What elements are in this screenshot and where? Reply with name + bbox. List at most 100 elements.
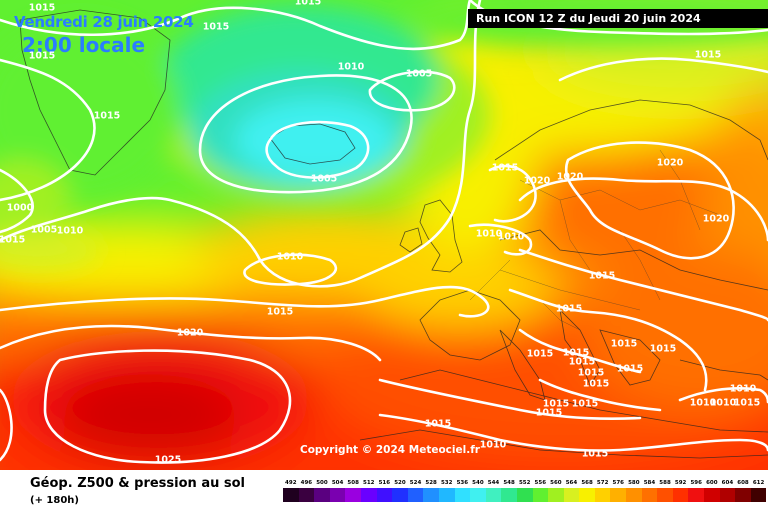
isobar-lines [0, 0, 768, 464]
scale-step: 500 [314, 479, 330, 502]
scale-swatch [454, 488, 471, 502]
scale-step: 536 [454, 479, 471, 502]
scale-step: 600 [704, 479, 720, 502]
isobar-label: 1015 [542, 398, 570, 410]
scale-value: 604 [721, 480, 734, 486]
scale-step: 516 [376, 479, 393, 502]
scale-value: 496 [300, 480, 313, 486]
scale-step: 576 [610, 479, 627, 502]
scale-step: 556 [532, 479, 549, 502]
isobar-label: 1020 [523, 175, 551, 187]
scale-step: 580 [626, 479, 642, 502]
scale-step: 544 [485, 479, 502, 502]
scale-value: 560 [550, 480, 562, 486]
scale-value: 552 [518, 480, 531, 486]
isobar-label: 1020 [556, 171, 584, 183]
scale-step: 520 [392, 479, 408, 502]
scale-swatch [672, 488, 689, 502]
parameter-label: Géop. Z500 & pression au sol [30, 476, 245, 491]
scale-value: 592 [674, 480, 687, 486]
isobar-label: 1015 [581, 448, 609, 460]
isobar-label: 1015 [266, 306, 294, 318]
isobar-label: 1015 [733, 397, 761, 409]
scale-value: 516 [378, 480, 391, 486]
scale-step: 540 [470, 479, 486, 502]
scale-swatch [470, 488, 486, 502]
scale-value: 504 [331, 480, 344, 486]
scale-value: 492 [285, 480, 297, 486]
scale-swatch [563, 488, 580, 502]
scale-step: 596 [688, 479, 705, 502]
scale-value: 576 [612, 480, 624, 486]
scale-step: 504 [329, 479, 346, 502]
scale-step: 584 [641, 479, 658, 502]
map-canvas [0, 0, 768, 470]
isobar-label: 1010 [709, 397, 737, 409]
scale-value: 532 [440, 480, 453, 486]
scale-step: 568 [579, 479, 595, 502]
scale-swatch [657, 488, 673, 502]
scale-step: 604 [719, 479, 736, 502]
scale-value: 584 [643, 480, 656, 486]
scale-swatch [750, 488, 767, 502]
isobar-label: 1015 [491, 162, 519, 174]
scale-value: 540 [472, 480, 484, 486]
scale-value: 600 [706, 480, 718, 486]
scale-swatch [392, 488, 408, 502]
isobar-label: 1015 [535, 407, 563, 419]
scale-swatch [532, 488, 549, 502]
geopotential-field [0, 0, 768, 470]
scale-value: 520 [394, 480, 406, 486]
scale-value: 556 [534, 480, 547, 486]
isobar-label: 1015 [294, 0, 322, 8]
isobar-label: 1020 [176, 327, 204, 339]
scale-step: 552 [516, 479, 533, 502]
scale-value: 548 [503, 480, 515, 486]
scale-swatch [735, 488, 751, 502]
scale-swatch [501, 488, 517, 502]
scale-value: 572 [596, 480, 609, 486]
isobar-label: 1015 [582, 378, 610, 390]
scale-value: 544 [487, 480, 500, 486]
scale-swatch [360, 488, 377, 502]
isobar-label: 1015 [28, 2, 56, 14]
scale-swatch [626, 488, 642, 502]
isobar-label: 1015 [588, 270, 616, 282]
isobar-label: 1020 [656, 157, 684, 169]
scale-step: 608 [735, 479, 751, 502]
scale-value: 612 [752, 480, 765, 486]
scale-swatch [345, 488, 361, 502]
isobar-label: 1010 [497, 231, 525, 243]
isobar-label: 1015 [562, 347, 590, 359]
scale-step: 528 [423, 479, 439, 502]
isobar-label: 1005 [405, 68, 433, 80]
scale-swatch [579, 488, 595, 502]
isobar-label: 1015 [610, 338, 638, 350]
scale-step: 592 [672, 479, 689, 502]
scale-value: 608 [737, 480, 749, 486]
isobar-label: 1010 [729, 383, 757, 395]
isobar-label: 1015 [571, 398, 599, 410]
scale-value: 500 [316, 480, 328, 486]
scale-step: 588 [657, 479, 673, 502]
isobar-label: 1000 [6, 202, 34, 214]
scale-swatch [719, 488, 736, 502]
isobar-label: 1010 [56, 225, 84, 237]
scale-swatch [485, 488, 502, 502]
scale-step: 564 [563, 479, 580, 502]
isobar-label: 1005 [310, 173, 338, 185]
scale-swatch [516, 488, 533, 502]
scale-value: 564 [565, 480, 578, 486]
scale-value: 596 [690, 480, 702, 486]
scale-step: 524 [407, 479, 424, 502]
scale-swatch [688, 488, 705, 502]
model-run-label: Run ICON 12 Z du Jeudi 20 juin 2024 [468, 9, 768, 28]
scale-step: 492 [283, 479, 299, 502]
scale-step: 496 [298, 479, 315, 502]
isobar-label: 1015 [568, 356, 596, 368]
scale-value: 512 [363, 480, 375, 486]
isobar-label: 1015 [93, 110, 121, 122]
scale-step: 508 [345, 479, 361, 502]
scale-swatch [329, 488, 346, 502]
